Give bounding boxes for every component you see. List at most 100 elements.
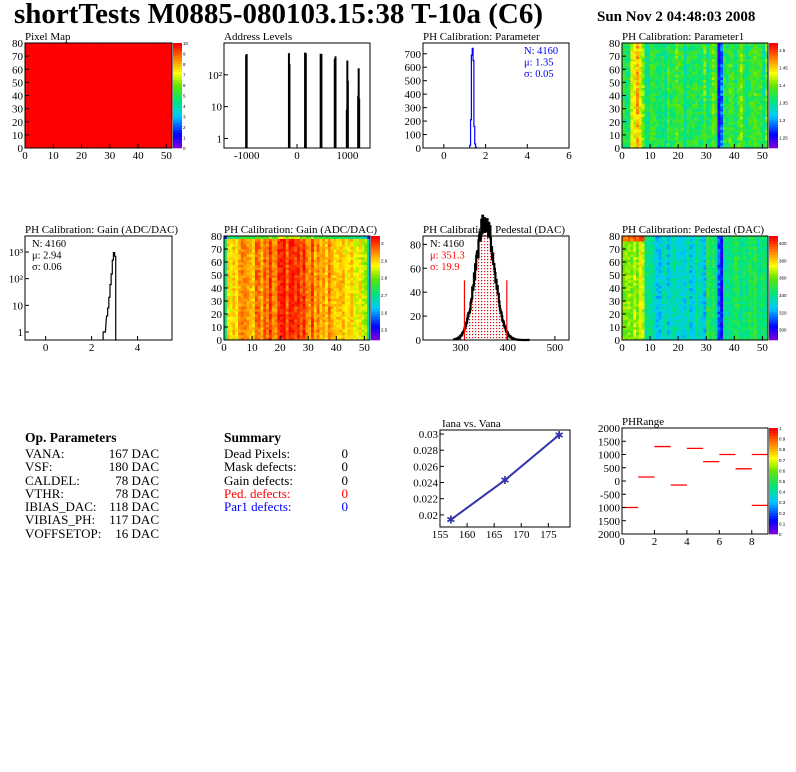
heatmap-cell	[753, 82, 758, 86]
heatmap-cell	[44, 64, 48, 67]
heatmap-cell	[47, 90, 51, 94]
heatmap-cell	[700, 64, 704, 67]
heatmap-cell	[160, 92, 164, 96]
heatmap-cell	[118, 145, 122, 149]
heatmap-cell	[692, 79, 696, 83]
heatmap-cell	[104, 140, 108, 144]
heatmap-cell	[163, 53, 167, 57]
heatmap-cell	[232, 332, 236, 336]
heatmap-cell	[636, 85, 640, 88]
heatmap-cell	[252, 311, 256, 315]
heatmap-cell	[706, 74, 710, 78]
heatmap-cell	[98, 140, 102, 144]
heatmap-cell	[36, 106, 40, 109]
heatmap-cell	[243, 280, 247, 284]
heatmap-cell	[739, 58, 744, 62]
heatmap-cell	[138, 116, 142, 120]
heatmap-cell	[638, 100, 642, 104]
heatmap-cell	[33, 140, 37, 144]
heatmap-cell	[759, 90, 763, 94]
heatmap-cell	[92, 43, 96, 46]
heatmap-cell	[630, 145, 634, 149]
heatmap-cell	[675, 87, 679, 91]
heatmap-cell	[252, 269, 256, 273]
heatmap-cell	[246, 236, 250, 239]
heatmap-cell	[92, 50, 96, 54]
heatmap-cell	[728, 145, 732, 149]
heatmap-cell	[745, 95, 749, 99]
heatmap-cell	[92, 85, 96, 88]
heatmap-cell	[143, 92, 147, 96]
heatmap-cell	[238, 241, 242, 245]
heatmap-cell	[675, 124, 679, 128]
heatmap-cell	[706, 95, 710, 99]
heatmap-cell	[140, 100, 145, 104]
heatmap-cell	[737, 132, 741, 136]
heatmap-cell	[703, 124, 707, 128]
heatmap-cell	[254, 327, 258, 330]
heatmap-cell	[90, 100, 94, 104]
heatmap-cell	[650, 79, 654, 83]
heatmap-cell	[633, 121, 637, 125]
heatmap-cell	[95, 66, 99, 70]
heatmap-cell	[666, 121, 671, 125]
palette-swatch	[173, 50, 182, 54]
heatmap-cell	[238, 282, 242, 286]
heatmap-cell	[658, 87, 662, 91]
heatmap-cell	[630, 87, 634, 91]
heatmap-cell	[235, 327, 239, 330]
heatmap-cell	[658, 145, 662, 149]
heatmap-cell	[257, 293, 261, 297]
heatmap-cell	[240, 334, 244, 338]
heatmap-cell	[700, 106, 704, 109]
heatmap-cell	[84, 116, 88, 120]
heatmap-cell	[64, 132, 68, 136]
heatmap-cell	[706, 98, 710, 102]
heatmap-cell	[155, 61, 159, 65]
heatmap-cell	[652, 119, 656, 123]
heatmap-cell	[115, 113, 119, 117]
heatmap-cell	[720, 45, 724, 49]
heatmap-cell	[81, 90, 85, 94]
heatmap-cell	[27, 56, 31, 60]
heatmap-cell	[101, 79, 105, 83]
heatmap-cell	[132, 61, 136, 65]
heatmap-cell	[664, 53, 668, 57]
heatmap-cell	[680, 56, 685, 60]
heatmap-cell	[692, 111, 696, 115]
heatmap-cell	[112, 103, 116, 107]
heatmap-cell	[106, 95, 111, 99]
heatmap-cell	[30, 56, 34, 60]
heatmap-cell	[41, 111, 46, 115]
heatmap-cell	[700, 145, 704, 149]
heatmap-cell	[232, 280, 236, 284]
y-tick-label: 80	[12, 38, 24, 50]
heatmap-cell	[675, 50, 679, 54]
heatmap-cell	[53, 92, 57, 96]
heatmap-cell	[109, 98, 113, 102]
heatmap-cell	[647, 145, 651, 149]
heatmap-cell	[101, 95, 105, 99]
heatmap-cell	[61, 127, 65, 130]
heatmap-cell	[709, 56, 713, 60]
heatmap-cell	[728, 90, 732, 94]
heatmap-cell	[689, 56, 693, 60]
heatmap-cell	[166, 108, 170, 112]
heatmap-cell	[759, 140, 763, 144]
heatmap-cell	[695, 106, 699, 109]
heatmap-cell	[644, 145, 648, 149]
heatmap-cell	[235, 288, 239, 291]
heatmap-cell	[680, 48, 685, 52]
heatmap-cell	[149, 103, 153, 107]
heatmap-cell	[44, 111, 48, 115]
heatmap-cell	[143, 56, 147, 60]
heatmap-cell	[64, 140, 68, 144]
heatmap-cell	[689, 132, 693, 136]
heatmap-cell	[163, 124, 167, 128]
heatmap-cell	[56, 50, 60, 54]
heatmap-cell	[655, 134, 659, 138]
heatmap-cell	[87, 58, 91, 62]
heatmap-cell	[254, 249, 258, 252]
heatmap-cell	[627, 66, 631, 70]
heatmap-cell	[118, 92, 122, 96]
